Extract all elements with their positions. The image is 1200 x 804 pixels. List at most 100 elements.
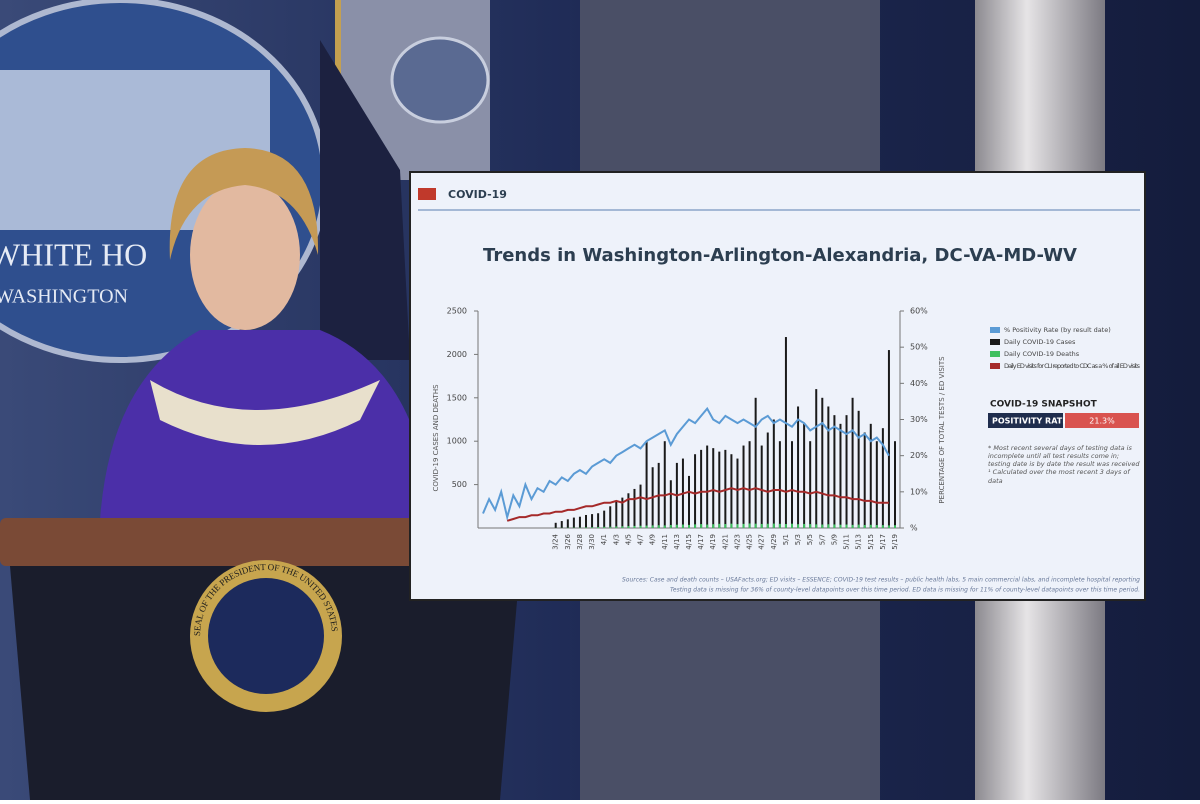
bar <box>670 480 672 528</box>
x-tick-label: 4/17 <box>697 534 705 550</box>
bar <box>670 525 672 528</box>
x-tick-label: 5/17 <box>879 534 887 550</box>
bar <box>706 446 708 528</box>
chart-title: Trends in Washington-Arlington-Alexandri… <box>483 245 1077 266</box>
bar <box>827 524 829 528</box>
bar <box>858 525 860 528</box>
x-tick-label: 5/9 <box>830 534 838 545</box>
bar <box>688 525 690 528</box>
y-tick-label: 2000 <box>447 350 467 359</box>
x-tick-label: 4/27 <box>758 534 766 550</box>
bar <box>591 514 593 528</box>
bar <box>809 524 811 528</box>
bar <box>809 441 811 528</box>
bar <box>640 526 642 528</box>
x-tick-label: 4/23 <box>733 534 741 550</box>
bar <box>633 526 635 528</box>
bar <box>676 525 678 528</box>
bar <box>561 521 563 528</box>
bar <box>797 524 799 528</box>
sources: Testing data is missing for 36% of count… <box>670 587 1140 594</box>
bar <box>846 415 848 528</box>
bar <box>815 389 817 528</box>
x-tick-label: 5/15 <box>867 534 875 550</box>
backdrop-text: WHITE HO <box>0 236 147 272</box>
backdrop-text: WASHINGTON <box>0 286 128 308</box>
bar <box>755 524 757 528</box>
bar <box>833 524 835 528</box>
bar <box>646 526 648 528</box>
bar <box>694 454 696 528</box>
bar <box>658 525 660 528</box>
bar <box>555 523 557 528</box>
x-tick-label: 5/13 <box>855 534 863 550</box>
y2-tick-label: 20% <box>910 451 928 460</box>
snapshot-value: 21.3% <box>1089 417 1115 426</box>
bar <box>846 525 848 528</box>
bar <box>882 525 884 528</box>
bar <box>888 350 890 528</box>
legend-label: Daily ED visits for CLI reported to CDC … <box>1004 362 1141 370</box>
bar <box>852 398 854 528</box>
x-tick-label: 4/29 <box>770 534 778 550</box>
bar <box>712 524 714 528</box>
bar <box>573 518 575 528</box>
x-tick-label: 5/19 <box>891 534 899 550</box>
x-tick-label: 4/5 <box>624 534 632 545</box>
x-tick-label: 3/30 <box>588 534 596 550</box>
bar <box>640 485 642 528</box>
bar <box>591 527 593 528</box>
face <box>190 180 300 330</box>
x-tick-label: 4/19 <box>709 534 717 550</box>
bar <box>839 525 841 528</box>
bar <box>767 524 769 528</box>
bar <box>597 527 599 528</box>
bar <box>785 337 787 528</box>
bar <box>718 524 720 528</box>
small-seal <box>392 38 488 122</box>
y-tick-label: 500 <box>452 480 467 489</box>
y2-tick-label: 40% <box>910 379 928 388</box>
bar <box>646 441 648 528</box>
bar <box>736 459 738 528</box>
x-tick-label: 5/1 <box>782 534 790 545</box>
bar <box>597 513 599 528</box>
x-tick-label: 4/25 <box>746 534 754 550</box>
y-tick-label: 1000 <box>447 437 467 446</box>
us-flag-icon <box>418 188 436 200</box>
y2-tick-label: 60% <box>910 307 928 316</box>
bar <box>664 441 666 528</box>
bar <box>567 519 569 528</box>
legend-label: Daily COVID-19 Cases <box>1004 338 1076 346</box>
x-tick-label: 5/11 <box>843 534 851 550</box>
bar <box>876 441 878 528</box>
bar <box>621 526 623 528</box>
bar <box>615 502 617 528</box>
x-tick-label: 3/26 <box>564 533 572 549</box>
x-tick-label: 5/3 <box>794 534 802 545</box>
bar <box>779 441 781 528</box>
bar <box>652 525 654 528</box>
legend-swatch <box>990 327 1000 333</box>
bar <box>767 433 769 528</box>
x-tick-label: 4/11 <box>661 534 669 550</box>
bar <box>870 525 872 528</box>
x-tick-label: 3/28 <box>576 534 584 550</box>
legend-swatch <box>990 351 1000 357</box>
bar <box>579 517 581 528</box>
y-tick-label: 2500 <box>447 307 467 316</box>
y2-axis-label: PERCENTAGE OF TOTAL TESTS / ED VISITS <box>938 356 946 504</box>
bar <box>803 524 805 528</box>
x-tick-label: 4/7 <box>637 534 645 545</box>
note: * Most recent several days of testing da… <box>988 444 1143 468</box>
y-axis-label: COVID-19 CASES AND DEATHS <box>432 384 440 492</box>
snapshot-label: POSITIVITY RATE¹ <box>992 417 1072 426</box>
bar <box>736 524 738 528</box>
bar <box>633 489 635 528</box>
bar <box>585 515 587 528</box>
bar <box>615 526 617 528</box>
bar <box>585 527 587 528</box>
legend-swatch <box>990 339 1000 345</box>
bar <box>749 523 751 528</box>
